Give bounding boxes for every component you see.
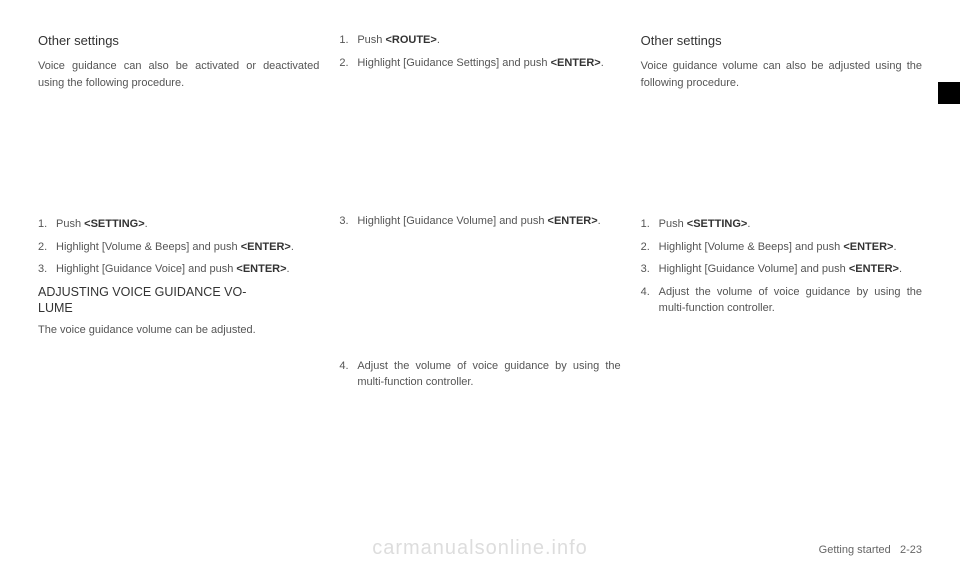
step-number: 3. (641, 261, 659, 278)
col3-heading: Other settings (641, 32, 922, 50)
col1-steps: 1. Push <SETTING>. 2. Highlight [Volume … (38, 216, 319, 284)
list-item: 3. Highlight [Guidance Voice] and push <… (38, 261, 319, 278)
step-number: 1. (38, 216, 56, 233)
step-number: 2. (339, 55, 357, 72)
step-text: Highlight [Guidance Volume] and push <EN… (357, 213, 620, 230)
list-item: 1. Push <SETTING>. (38, 216, 319, 233)
list-item: 2. Highlight [Volume & Beeps] and push <… (641, 239, 922, 256)
footer-section: Getting started (819, 544, 891, 556)
step-text: Push <ROUTE>. (357, 32, 620, 49)
col3-steps: 1. Push <SETTING>. 2. Highlight [Volume … (641, 216, 922, 323)
list-item: 1. Push <SETTING>. (641, 216, 922, 233)
page-columns: Other settings Voice guidance can also b… (38, 32, 922, 512)
col1-intro: Voice guidance can also be activated or … (38, 58, 319, 91)
list-item: 4. Adjust the volume of voice guidance b… (339, 358, 620, 391)
page-footer: Getting started 2-23 (819, 544, 922, 556)
list-item: 3. Highlight [Guidance Volume] and push … (641, 261, 922, 278)
step-number: 3. (339, 213, 357, 230)
col3-intro: Voice guidance volume can also be adjust… (641, 58, 922, 91)
column-3: Other settings Voice guidance volume can… (641, 32, 922, 512)
col1-section-text: The voice guidance volume can be adjuste… (38, 322, 319, 339)
step-text: Adjust the volume of voice guidance by u… (357, 358, 620, 391)
step-number: 2. (38, 239, 56, 256)
step-number: 3. (38, 261, 56, 278)
step-text: Highlight [Guidance Settings] and push <… (357, 55, 620, 72)
list-item: 2. Highlight [Guidance Settings] and pus… (339, 55, 620, 72)
step-number: 1. (339, 32, 357, 49)
list-item: 4. Adjust the volume of voice guidance b… (641, 284, 922, 317)
footer-page: 2-23 (900, 544, 922, 556)
list-item: 3. Highlight [Guidance Volume] and push … (339, 213, 620, 230)
col1-heading: Other settings (38, 32, 319, 50)
step-text: Push <SETTING>. (659, 216, 922, 233)
column-1: Other settings Voice guidance can also b… (38, 32, 319, 512)
column-2: 1. Push <ROUTE>. 2. Highlight [Guidance … (339, 32, 620, 512)
section-tab (938, 82, 960, 104)
list-item: 2. Highlight [Volume & Beeps] and push <… (38, 239, 319, 256)
col2-steps-c: 4. Adjust the volume of voice guidance b… (339, 358, 620, 397)
step-text: Highlight [Guidance Voice] and push <ENT… (56, 261, 319, 278)
step-number: 4. (339, 358, 357, 391)
list-item: 1. Push <ROUTE>. (339, 32, 620, 49)
col2-steps-b: 3. Highlight [Guidance Volume] and push … (339, 213, 620, 236)
step-number: 2. (641, 239, 659, 256)
step-text: Highlight [Guidance Volume] and push <EN… (659, 261, 922, 278)
watermark-text: carmanualsonline.info (372, 537, 588, 560)
step-number: 1. (641, 216, 659, 233)
step-text: Highlight [Volume & Beeps] and push <ENT… (56, 239, 319, 256)
step-text: Highlight [Volume & Beeps] and push <ENT… (659, 239, 922, 256)
step-text: Adjust the volume of voice guidance by u… (659, 284, 922, 317)
step-number: 4. (641, 284, 659, 317)
col2-steps-a: 1. Push <ROUTE>. 2. Highlight [Guidance … (339, 32, 620, 77)
step-text: Push <SETTING>. (56, 216, 319, 233)
col1-section-heading: ADJUSTING VOICE GUIDANCE VO- LUME (38, 284, 319, 317)
